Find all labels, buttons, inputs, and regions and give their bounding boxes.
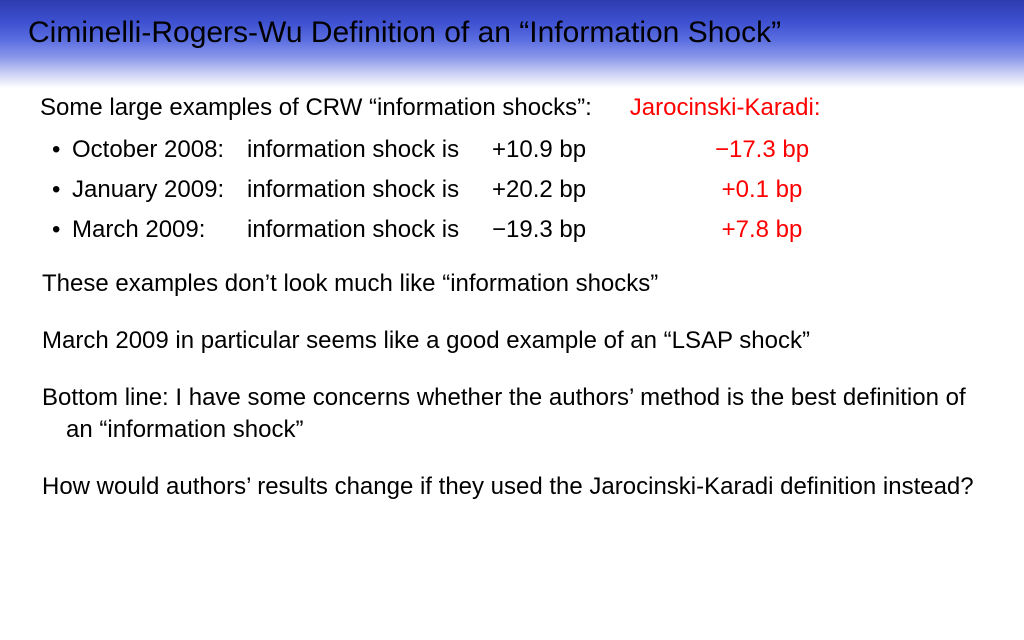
intro-row: Some large examples of CRW “information … — [40, 94, 984, 122]
slide-content: Some large examples of CRW “information … — [0, 88, 1024, 502]
bullet-icon: • — [52, 136, 72, 164]
shock-row-0: • October 2008: information shock is +10… — [40, 136, 984, 164]
row-shock-text: information shock is — [247, 176, 492, 204]
row-date: March 2009: — [72, 216, 247, 244]
shock-row-2: • March 2009: information shock is −19.3… — [40, 216, 984, 244]
shock-row-1: • January 2009: information shock is +20… — [40, 176, 984, 204]
jk-column-header: Jarocinski-Karadi: — [630, 94, 821, 122]
slide-title: Ciminelli-Rogers-Wu Definition of an “In… — [28, 16, 996, 50]
row-shock-text: information shock is — [247, 216, 492, 244]
row-jk-value: +7.8 bp — [662, 216, 862, 244]
row-shock-text: information shock is — [247, 136, 492, 164]
slide-header: Ciminelli-Rogers-Wu Definition of an “In… — [0, 0, 1024, 88]
bullet-icon: • — [52, 176, 72, 204]
row-date: October 2008: — [72, 136, 247, 164]
row-date: January 2009: — [72, 176, 247, 204]
intro-text: Some large examples of CRW “information … — [40, 94, 592, 122]
row-value: +10.9 bp — [492, 136, 602, 164]
row-value: +20.2 bp — [492, 176, 602, 204]
paragraph-2: March 2009 in particular seems like a go… — [64, 325, 984, 356]
row-jk-value: −17.3 bp — [662, 136, 862, 164]
row-value: −19.3 bp — [492, 216, 602, 244]
paragraph-3: Bottom line: I have some concerns whethe… — [64, 382, 984, 444]
paragraph-1: These examples don’t look much like “inf… — [40, 268, 984, 299]
bullet-icon: • — [52, 216, 72, 244]
row-jk-value: +0.1 bp — [662, 176, 862, 204]
paragraph-4: How would authors’ results change if the… — [64, 471, 984, 502]
